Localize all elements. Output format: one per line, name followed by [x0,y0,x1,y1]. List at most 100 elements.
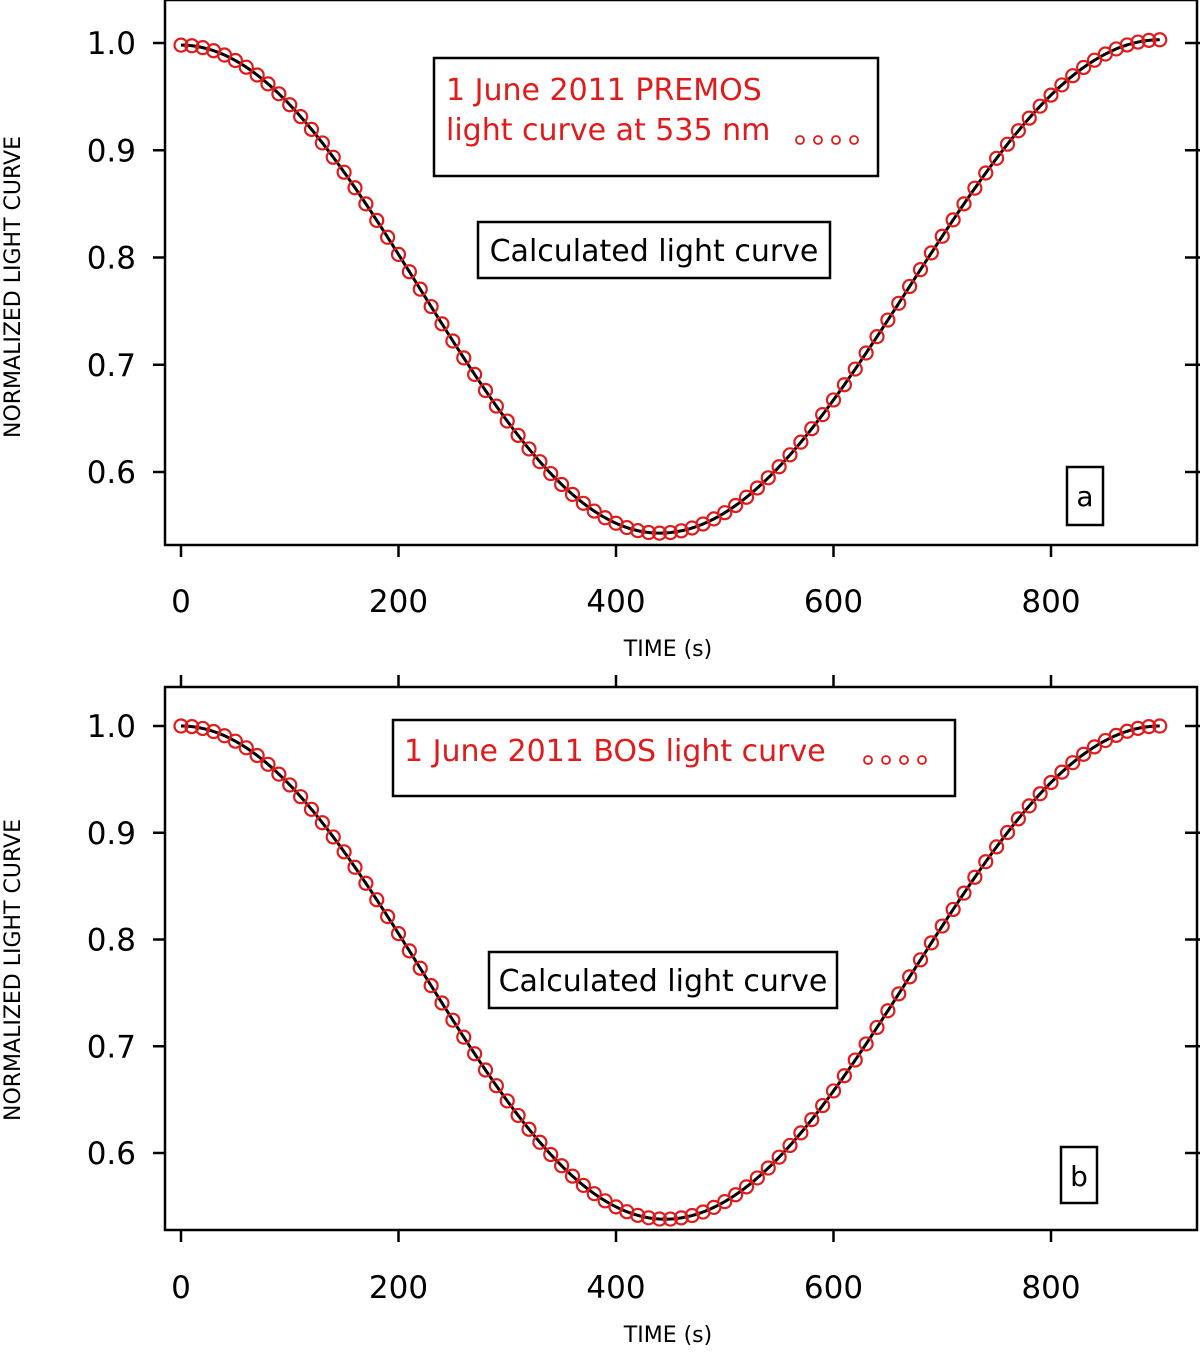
data-point [227,52,243,69]
data-point [869,1019,885,1036]
data-point [1043,87,1059,103]
y-tick-label: 0.8 [87,241,136,277]
data-point [1010,811,1026,827]
data-point [401,264,417,280]
y-tick-label: 0.6 [87,455,136,491]
data-point [510,427,526,443]
data-point [771,1149,787,1165]
data-point [825,392,842,408]
data-point [282,777,298,793]
data-point [510,1107,526,1124]
data-point [793,1125,809,1141]
data-point [738,1179,755,1195]
data-point [1152,718,1168,734]
data-point [390,925,407,942]
data-point [1086,739,1103,755]
data-point [782,447,798,463]
observed-points-layer [173,718,1168,1227]
data-point [293,109,309,125]
data-point [521,441,537,457]
panel-label-box: a [1065,465,1105,527]
legend-frame [476,220,832,280]
data-point [358,196,374,212]
y-tick-label: 0.9 [87,816,136,852]
legend-marker-group [863,755,927,765]
data-point [532,454,548,470]
data-point [956,196,972,212]
x-tick-label: 200 [369,1270,428,1306]
panel-label: a [1076,480,1093,513]
data-point [336,844,352,860]
legend-marker [917,755,927,765]
x-tick-labels: 0 200 400 600 800 [171,584,1080,620]
data-point [499,413,515,429]
panel-label-frame [1059,1145,1099,1205]
data-point [804,1111,820,1128]
x-axis-ticks [179,675,1053,1242]
data-point [760,1160,776,1176]
data-point [369,212,385,228]
data-point [760,470,776,486]
data-point [1119,723,1135,739]
data-point [989,150,1005,166]
data-point [554,1158,570,1174]
plot-frame [163,685,1199,1232]
data-point [825,1083,842,1099]
calculated-curve-layer [180,38,1160,535]
data-point [1054,764,1070,780]
data-point [1076,746,1092,762]
data-point [456,350,472,366]
calculated-legend-box: Calculated light curve [487,950,839,1010]
data-point [651,525,668,541]
x-axis-ticks [179,545,1053,557]
data-point [923,245,939,261]
data-point [303,121,320,137]
data-point [880,1003,896,1019]
data-point [575,495,591,511]
data-point [390,246,407,263]
data-point [1141,718,1157,735]
panel-label-frame [1065,465,1105,527]
x-tick-label: 800 [1021,584,1080,620]
data-point [836,377,852,393]
data-point [728,497,744,514]
data-point [380,908,396,925]
legend-line-1: 1 June 2011 BOS light curve [404,734,826,769]
y-tick-labels: 0.6 0.7 0.8 0.9 1.0 [87,26,136,491]
data-point [227,733,243,749]
data-point [967,869,983,885]
data-point [804,421,820,437]
data-point [260,76,276,92]
x-tick-label: 400 [586,1270,645,1306]
legend-marker [899,755,909,765]
data-point [815,407,831,423]
data-point [423,298,439,315]
data-point [1032,98,1048,114]
data-point [564,1168,581,1184]
data-point [880,312,896,328]
data-point [1021,798,1037,814]
panel-label-box: b [1059,1145,1099,1205]
data-point [630,1207,646,1223]
data-point [282,97,298,113]
data-point [651,1211,668,1227]
data-point [847,361,863,377]
x-tick-labels: 0 200 400 600 800 [171,1270,1080,1306]
data-point [260,756,276,772]
data-point [238,740,254,756]
data-point [423,978,439,994]
data-point [488,1078,504,1094]
data-point [543,1146,559,1163]
data-point [902,969,918,985]
data-point [347,180,363,196]
y-axis-ticks [153,724,1200,1155]
legend-marker-group [795,135,859,145]
observed-points-layer [173,32,1168,541]
x-tick-label: 600 [804,1270,863,1306]
data-point [586,1186,602,1202]
data-point [521,1121,537,1137]
plot-frame [163,0,1199,547]
calculated-legend-box: Calculated light curve [476,220,832,280]
data-point [934,228,950,244]
